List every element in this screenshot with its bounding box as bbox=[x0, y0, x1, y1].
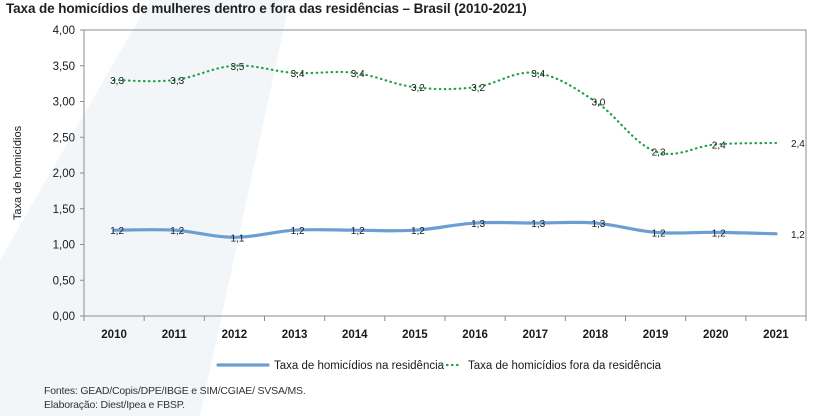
series-line-1 bbox=[112, 220, 778, 239]
y-tick-label: 4,00 bbox=[53, 25, 75, 37]
data-label-series-1: 1,3 bbox=[591, 219, 605, 230]
line-chart: 0,00 0,50 1,00 1,50 2,00 2,50 3,00 3,50 4,00 Taxa… bbox=[12, 25, 807, 372]
data-label-series-2: 3,4 bbox=[291, 69, 305, 80]
data-label-series-1: 1,2 bbox=[291, 226, 305, 237]
y-tick-label: 1,50 bbox=[53, 204, 75, 216]
y-tick-label: 0,50 bbox=[53, 275, 75, 287]
data-label-series-2: 2,3 bbox=[652, 148, 666, 159]
data-label-series-2: 3,3 bbox=[170, 76, 184, 87]
x-tick-label: 2016 bbox=[462, 329, 488, 341]
data-label-series-2: 3,0 bbox=[591, 98, 605, 109]
data-label-series-1: 1,1 bbox=[230, 233, 244, 244]
footnote-sources: Fontes: GEAD/Copis/DPE/IBGE e SIM/CGIAE/… bbox=[44, 385, 306, 397]
x-tick-label: 2015 bbox=[402, 329, 428, 341]
x-tick-label: 2014 bbox=[342, 329, 368, 341]
data-label-series-2: 3,2 bbox=[471, 83, 485, 94]
x-tick-label: 2010 bbox=[101, 329, 127, 341]
data-label-series-1: 1,2 bbox=[411, 226, 425, 237]
y-tick-label: 2,00 bbox=[53, 168, 75, 180]
data-label-series-2: 2,4 bbox=[712, 140, 726, 151]
x-tick-label: 2011 bbox=[162, 329, 188, 341]
data-label-series-1: 1,3 bbox=[471, 219, 485, 230]
footnote-elaboration: Elaboração: Diest/Ipea e FBSP. bbox=[44, 399, 185, 411]
data-label-series-2: 3,4 bbox=[351, 69, 365, 80]
x-tick-label: 2012 bbox=[222, 329, 248, 341]
plot-frame bbox=[83, 29, 807, 317]
x-tick-label: 2013 bbox=[282, 329, 308, 341]
data-label-series-1: 1,2 bbox=[712, 228, 726, 239]
x-tick-label: 2021 bbox=[763, 329, 789, 341]
data-label-series-1: 1,2 bbox=[110, 226, 124, 237]
legend-label-2: Taxa de homicídios fora da residência bbox=[468, 360, 662, 372]
data-label-series-2: 3,4 bbox=[531, 69, 545, 80]
data-label-series-2: 3,3 bbox=[110, 76, 124, 87]
legend-label-1: Taxa de homicídios na residência bbox=[274, 360, 445, 372]
x-tick-label: 2018 bbox=[583, 329, 609, 341]
y-tick-label: 3,00 bbox=[53, 97, 75, 109]
data-label-series-1: 1,2 bbox=[351, 226, 365, 237]
series-line-2 bbox=[112, 64, 778, 156]
data-label-series-1: 1,2 bbox=[791, 230, 805, 241]
data-label-series-2: 2,4 bbox=[791, 139, 805, 150]
data-label-series-1: 1,2 bbox=[652, 228, 666, 239]
x-tick-label: 2020 bbox=[703, 329, 729, 341]
y-tick-label: 1,00 bbox=[53, 240, 75, 252]
y-tick-label: 3,50 bbox=[53, 61, 75, 73]
y-tick-label: 0,00 bbox=[53, 311, 75, 323]
y-axis-title: Taxa de homicídios bbox=[12, 125, 24, 220]
data-label-series-1: 1,2 bbox=[170, 226, 184, 237]
x-tick-label: 2017 bbox=[522, 329, 548, 341]
chart-title: Taxa de homicídios de mulheres dentro e … bbox=[6, 1, 527, 16]
x-tick-label: 2019 bbox=[643, 329, 669, 341]
y-tick-label: 2,50 bbox=[53, 132, 75, 144]
data-label-series-2: 3,2 bbox=[411, 83, 425, 94]
data-label-series-2: 3,5 bbox=[230, 62, 244, 73]
data-label-series-1: 1,3 bbox=[531, 219, 545, 230]
